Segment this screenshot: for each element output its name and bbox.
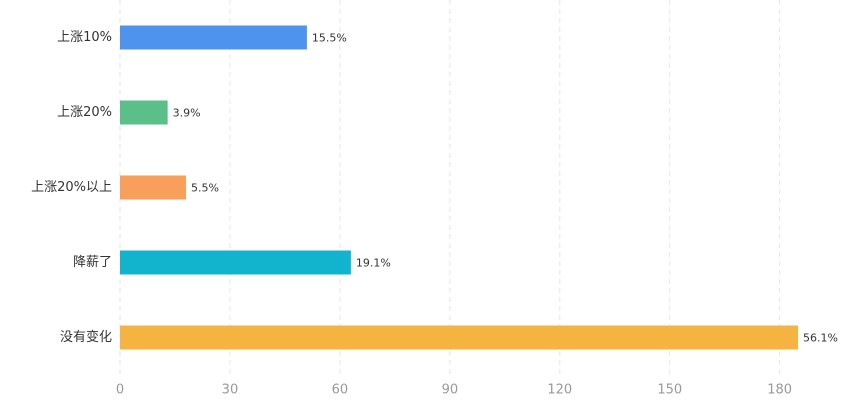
bar — [120, 325, 798, 350]
value-label: 19.1% — [356, 257, 391, 270]
y-tick-label: 降薪了 — [73, 255, 112, 270]
bar — [120, 100, 168, 125]
bar — [120, 25, 307, 50]
value-label: 15.5% — [312, 32, 347, 45]
value-label: 56.1% — [803, 332, 838, 345]
bar — [120, 175, 186, 200]
value-label: 5.5% — [191, 182, 219, 195]
x-tick-label: 60 — [332, 383, 349, 398]
x-tick-label: 30 — [222, 383, 239, 398]
y-tick-label: 上涨10% — [57, 30, 112, 45]
bar — [120, 250, 351, 275]
value-label: 3.9% — [173, 107, 201, 120]
x-tick-label: 180 — [767, 383, 792, 398]
y-tick-label: 上涨20% — [57, 105, 112, 120]
x-tick-label: 150 — [657, 383, 682, 398]
x-tick-label: 0 — [116, 383, 124, 398]
x-tick-label: 120 — [547, 383, 572, 398]
y-tick-label: 没有变化 — [60, 329, 112, 345]
x-tick-label: 90 — [442, 383, 459, 398]
y-tick-label: 上涨20%以上 — [31, 180, 112, 195]
